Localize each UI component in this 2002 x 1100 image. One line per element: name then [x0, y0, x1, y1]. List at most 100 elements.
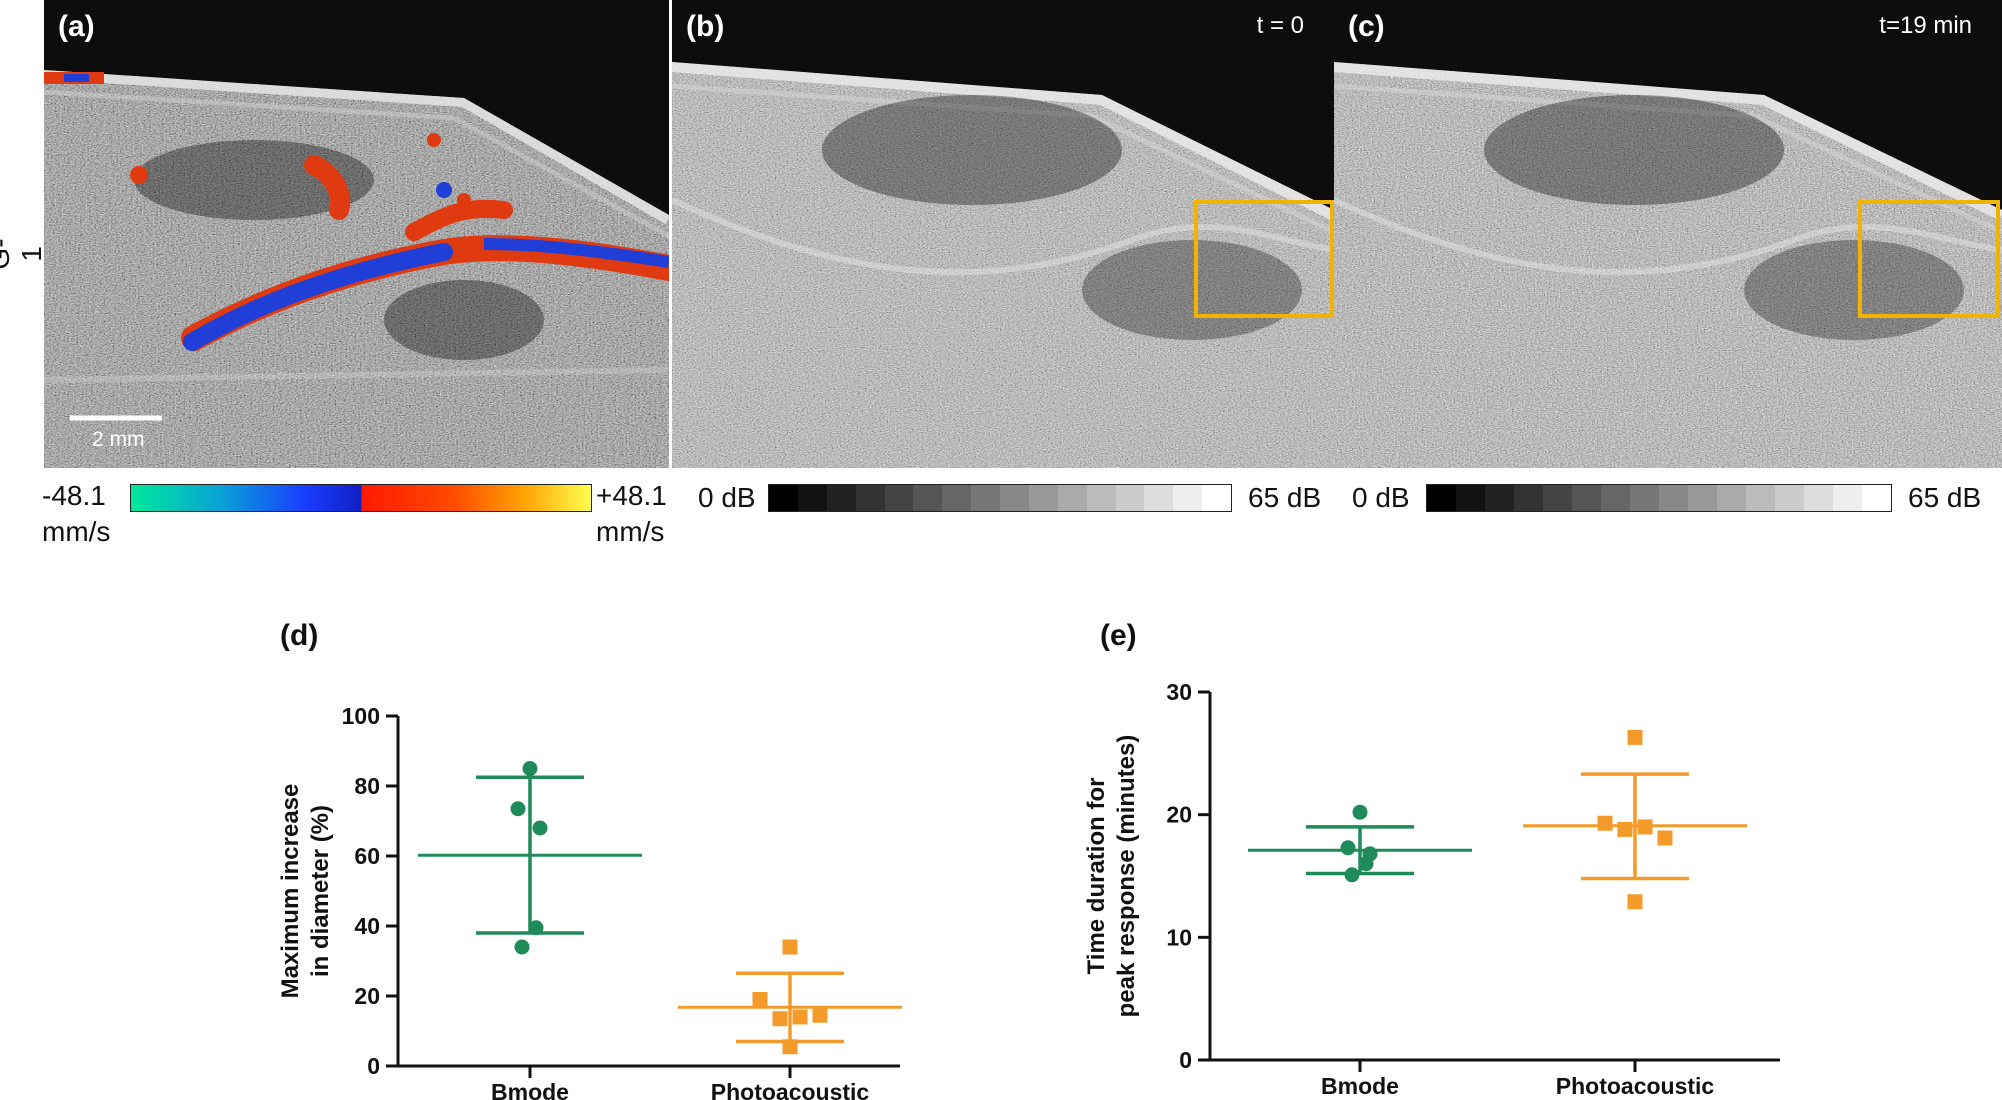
data-point [1657, 830, 1673, 846]
data-point [528, 920, 544, 936]
colorbar-step [1543, 485, 1572, 511]
data-point [792, 1009, 808, 1025]
colorbar-step [855, 485, 885, 511]
colorbar-step [1572, 485, 1601, 511]
bmode-colorbar [768, 484, 1232, 512]
colorbar-step [942, 485, 972, 511]
colorbar-step [797, 485, 827, 511]
data-point [1617, 821, 1633, 837]
doppler-scale-min: -48.1 [42, 480, 106, 511]
y-axis-label-line: Maximum increase [277, 784, 304, 999]
data-point [510, 801, 526, 817]
data-point [1344, 867, 1360, 883]
chart-title: (d) [280, 619, 318, 652]
bmode-scale-max: 65 dB [1248, 482, 1322, 513]
bmode-scale-max: 65 dB [1908, 482, 1982, 513]
bmode-colorbar [1426, 484, 1892, 512]
colorbar-step [1202, 485, 1231, 511]
x-tick-label: Photoacoustic [711, 1079, 870, 1100]
roi-box [1858, 200, 2000, 318]
colorbar-step [1000, 485, 1029, 511]
data-point [1637, 819, 1653, 835]
y-tick-label: 20 [1166, 802, 1192, 828]
bmode-scale-min: 0 dB [1352, 482, 1410, 513]
colorbar-step [1659, 485, 1688, 511]
panel-label: (a) [58, 10, 95, 43]
ultrasound-panel-b: (b) t = 0 [672, 0, 1334, 468]
x-tick-label: Photoacoustic [1556, 1073, 1715, 1099]
data-point [514, 939, 530, 955]
time-label: t = 0 [1256, 12, 1304, 39]
colorbar-step [1862, 485, 1891, 511]
roi-box [1194, 200, 1334, 318]
doppler-scale-max-unit: mm/s [596, 516, 665, 547]
data-point [1627, 894, 1643, 910]
colorbar-step [1746, 485, 1775, 511]
data-point [812, 1007, 828, 1023]
chart-d-plot: (d) 0 20 40 60 80 100 Maximum increase in diamet… [277, 619, 902, 1100]
ultrasound-panel-c: (c) t=19 min [1334, 0, 2002, 468]
doppler-scale-max: +48.1 [596, 480, 667, 511]
y-axis-label: Time duration for peak response (minutes) [1083, 735, 1140, 1018]
bmode-image-t19 [1334, 0, 2002, 468]
y-tick-label: 0 [367, 1053, 380, 1079]
data-point [1627, 729, 1643, 745]
y-tick-label: 60 [354, 843, 380, 869]
panel-label: (b) [686, 10, 725, 43]
data-point [1352, 804, 1368, 820]
chart-e-plot: (e) 0 10 20 30 Time duration for peak response… [1083, 619, 1780, 1099]
colorbar-step [1485, 485, 1514, 511]
data-point [1597, 815, 1613, 831]
data-point [782, 939, 798, 955]
colorbar-step [1717, 485, 1746, 511]
data-point [532, 820, 548, 836]
row-label: G-1 [0, 238, 47, 269]
colorbar-step [913, 485, 943, 511]
colorbar-step [1057, 485, 1087, 511]
colorbar-step [1173, 485, 1203, 511]
colorbar-step [1630, 485, 1659, 511]
colorbar-step [1833, 485, 1862, 511]
x-tick-label: Bmode [1321, 1073, 1399, 1099]
colorbar-step [1775, 485, 1804, 511]
y-axis-label-line: peak response (minutes) [1113, 735, 1140, 1018]
colorbar-step [826, 485, 856, 511]
colorbar-step [1427, 485, 1456, 511]
colorbar-step [1144, 485, 1174, 511]
data-point [1340, 840, 1356, 856]
data-point [522, 761, 538, 776]
bmode-scale-min: 0 dB [698, 482, 756, 513]
colorbar-step [1804, 485, 1833, 511]
data-point [1358, 856, 1374, 872]
data-point [772, 1011, 788, 1027]
colorbar-step [1456, 485, 1485, 511]
y-tick-label: 40 [354, 913, 380, 939]
y-tick-label: 10 [1166, 924, 1192, 950]
y-axis-label-line: Time duration for [1083, 778, 1110, 975]
colorbar-step [1115, 485, 1145, 511]
y-tick-label: 100 [342, 703, 380, 729]
y-axis-label: Maximum increase in diameter (%) [277, 784, 334, 999]
colorbar-step [884, 485, 914, 511]
time-label: t=19 min [1879, 12, 1972, 39]
ultrasound-panel-a: (a) 2 mm [44, 0, 669, 468]
y-tick-label: 30 [1166, 679, 1192, 705]
colorbar-step [1086, 485, 1116, 511]
y-tick-label: 80 [354, 773, 380, 799]
doppler-image [44, 0, 669, 468]
chart-e: (e) 0 10 20 30 Time duration for peak response… [1080, 600, 1800, 1100]
colorbar-step [1688, 485, 1717, 511]
colorbar-step [971, 485, 1000, 511]
y-tick-label: 0 [1179, 1047, 1192, 1073]
colorbar-step [1601, 485, 1630, 511]
doppler-colorbar [130, 484, 592, 512]
colorbar-step [1028, 485, 1058, 511]
doppler-scale-min-unit: mm/s [42, 516, 111, 547]
y-axis-label-line: in diameter (%) [307, 805, 334, 977]
bmode-image-t0 [672, 0, 1334, 468]
x-tick-label: Bmode [491, 1079, 569, 1100]
chart-title: (e) [1100, 619, 1137, 652]
data-point [752, 992, 768, 1007]
chart-d: (d) 0 20 40 60 80 100 Maximum increase in diamet… [250, 600, 950, 1100]
